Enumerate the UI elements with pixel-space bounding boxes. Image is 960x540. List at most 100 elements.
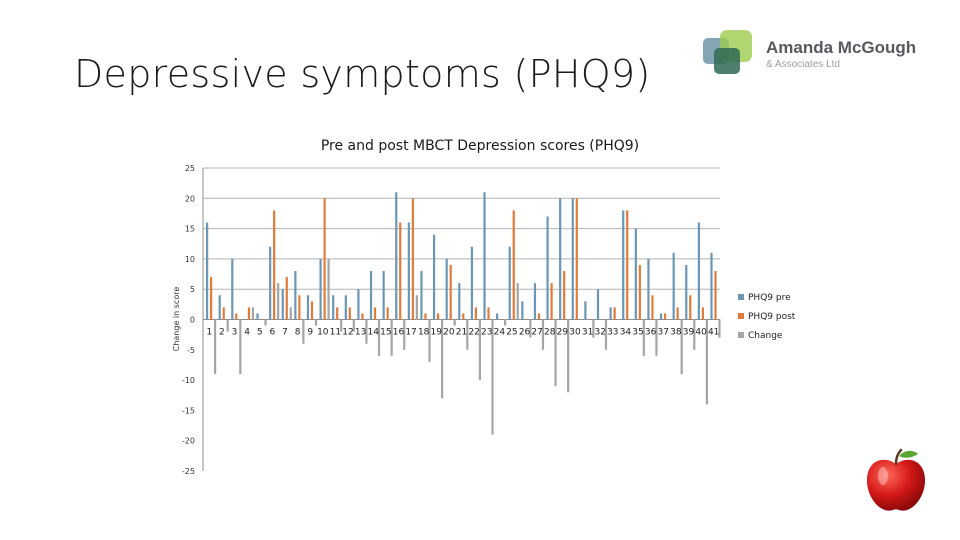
bar-phq9-pre: [344, 295, 347, 320]
x-tick-label: 25: [506, 328, 517, 338]
bar-phq9-post: [386, 307, 389, 320]
x-tick-label: 1: [206, 328, 212, 338]
bar-change: [630, 319, 633, 320]
bar-change: [642, 319, 645, 356]
y-tick-label: -25: [182, 467, 195, 476]
bar-phq9-post: [651, 295, 654, 320]
bar-change: [655, 319, 658, 356]
bar-phq9-post: [411, 198, 414, 320]
x-tick-label: 7: [282, 328, 288, 338]
bar-phq9-pre: [332, 295, 335, 320]
bar-phq9-pre: [407, 222, 410, 320]
x-tick-label: 6: [269, 328, 275, 338]
bar-change: [365, 319, 368, 344]
bar-phq9-post: [689, 295, 692, 320]
bar-change: [604, 319, 608, 350]
y-tick-label: 0: [190, 316, 195, 325]
slide-title: Depressive symptoms (PHQ9): [74, 52, 651, 96]
bar-phq9-pre: [218, 295, 221, 320]
y-tick-label: -5: [187, 346, 195, 355]
bar-phq9-pre: [697, 222, 700, 320]
legend-swatch: [738, 294, 744, 300]
y-tick-label: -10: [182, 376, 195, 385]
legend-label: PHQ9 post: [748, 312, 796, 322]
y-tick-label: -20: [182, 437, 195, 446]
bar-phq9-pre: [710, 252, 713, 320]
bar-change: [390, 319, 393, 356]
bar-change: [541, 319, 545, 350]
x-tick-label: 28: [544, 328, 556, 338]
bar-phq9-pre: [508, 246, 511, 320]
x-tick-label: 31: [582, 328, 593, 338]
bar-change: [289, 307, 292, 320]
bar-phq9-pre: [647, 258, 650, 320]
bar-phq9-post: [474, 307, 478, 320]
bar-phq9-post: [247, 307, 251, 320]
bar-phq9-post: [210, 277, 213, 320]
bar-phq9-pre: [281, 289, 284, 320]
bar-phq9-post: [336, 307, 339, 320]
bar-phq9-post: [676, 307, 679, 320]
bar-phq9-pre: [243, 319, 247, 320]
bar-phq9-pre: [622, 210, 625, 320]
bar-change: [504, 319, 507, 326]
bar-change: [377, 319, 381, 356]
x-tick-label: 14: [368, 328, 380, 338]
x-tick-label: 2: [219, 328, 225, 338]
x-tick-label: 5: [257, 328, 263, 338]
bar-phq9-post: [222, 307, 225, 320]
bar-phq9-post: [436, 313, 440, 320]
y-tick-label: 25: [185, 164, 195, 173]
bar-phq9-pre: [571, 198, 574, 320]
x-tick-label: 41: [708, 328, 719, 338]
y-tick-label: 10: [185, 255, 195, 264]
x-tick-label: 21: [456, 328, 467, 338]
bar-change: [264, 319, 267, 326]
bar-phq9-post: [663, 313, 667, 320]
bar-phq9-post: [361, 313, 364, 320]
bar-phq9-pre: [231, 258, 234, 320]
bar-change: [567, 319, 570, 393]
bar-phq9-pre: [458, 283, 461, 320]
bar-change: [440, 319, 444, 399]
bar-phq9-pre: [382, 271, 385, 320]
bar-change: [579, 319, 582, 320]
bar-change: [226, 319, 229, 332]
bar-phq9-post: [298, 295, 301, 320]
x-tick-label: 33: [607, 328, 618, 338]
bar-phq9-pre: [269, 246, 272, 320]
bar-phq9-post: [550, 283, 553, 320]
x-tick-label: 12: [342, 328, 353, 338]
x-tick-label: 36: [645, 328, 657, 338]
bar-phq9-post: [323, 198, 326, 320]
y-tick-label: 5: [190, 285, 195, 294]
x-tick-label: 24: [494, 328, 506, 338]
bar-phq9-post: [373, 307, 377, 320]
y-tick-label: 20: [185, 194, 195, 203]
bar-phq9-post: [260, 319, 263, 320]
bar-phq9-post: [626, 210, 629, 320]
x-tick-label: 30: [569, 328, 581, 338]
bar-phq9-post: [348, 307, 351, 320]
bar-phq9-pre: [609, 307, 612, 320]
bar-change: [352, 319, 355, 332]
bar-phq9-pre: [483, 192, 486, 320]
bar-phq9-post: [563, 271, 566, 320]
overlapping-squares-logo-icon: [703, 30, 752, 74]
bar-phq9-pre: [496, 313, 499, 320]
bar-change: [403, 319, 406, 350]
bar-phq9-post: [613, 307, 616, 320]
bar-phq9-pre: [533, 283, 537, 320]
bar-phq9-post: [449, 264, 452, 320]
x-tick-label: 20: [443, 328, 455, 338]
logo-name: Amanda McGough: [766, 38, 917, 57]
bar-change: [453, 319, 456, 326]
bar-phq9-post: [537, 313, 541, 320]
bar-phq9-pre: [432, 234, 436, 320]
bar-phq9-post: [285, 277, 288, 320]
bar-phq9-post: [600, 319, 604, 320]
bar-change: [478, 319, 482, 381]
bar-change: [277, 283, 280, 320]
y-axis-label: Change in score: [172, 287, 181, 352]
bar-phq9-post: [588, 319, 591, 320]
